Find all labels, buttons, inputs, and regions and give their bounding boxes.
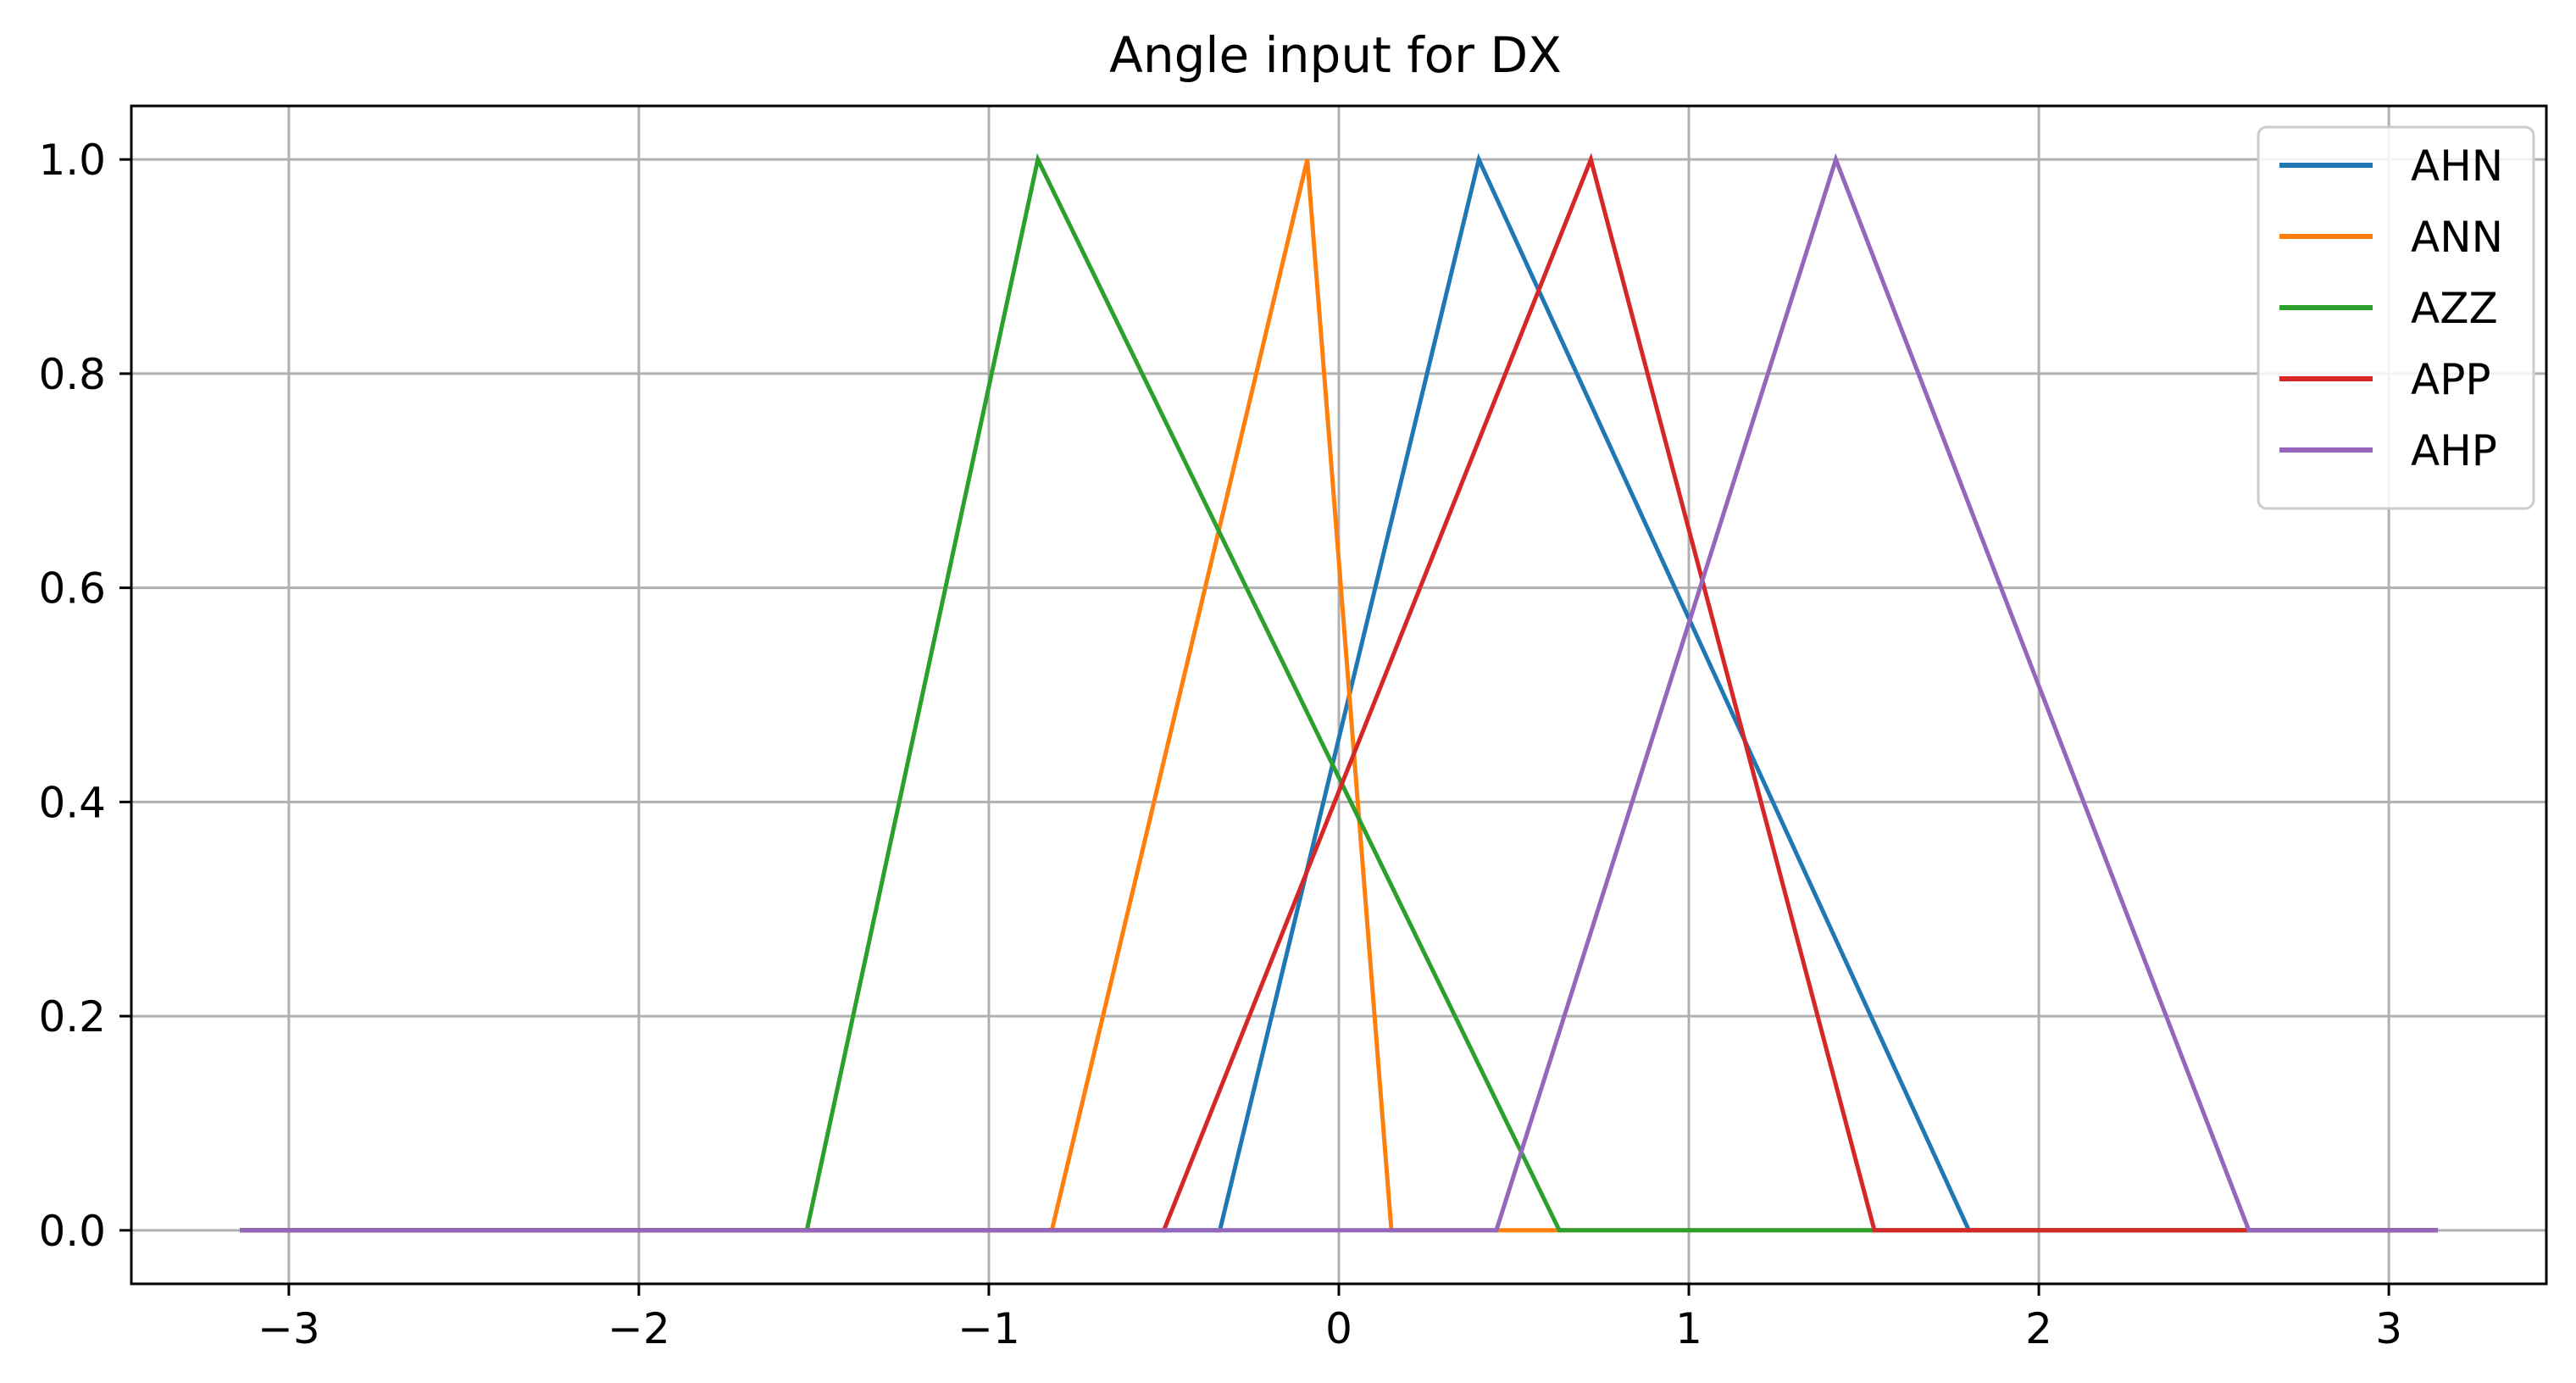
legend-label: APP bbox=[2411, 355, 2491, 404]
legend-label: AHP bbox=[2411, 426, 2497, 475]
plot-series bbox=[240, 153, 2438, 1233]
chart-title: Angle input for DX bbox=[1109, 26, 1562, 84]
axis-ticks: −3 −2 −1 0 1 2 3 0.0 0.2 0.4 0.6 0.8 1.0 bbox=[38, 136, 2402, 1353]
x-tick-label: 3 bbox=[2375, 1304, 2402, 1353]
y-tick-label: 0.8 bbox=[38, 350, 106, 399]
x-tick-label: −3 bbox=[258, 1304, 320, 1353]
x-tick-label: −1 bbox=[958, 1304, 1020, 1353]
legend-label: AZZ bbox=[2411, 284, 2498, 333]
series-line-ahp bbox=[240, 153, 2438, 1233]
x-tick-label: 2 bbox=[2025, 1304, 2052, 1353]
grid-lines bbox=[131, 106, 2546, 1284]
x-tick-label: −2 bbox=[608, 1304, 670, 1353]
x-tick-label: 0 bbox=[1325, 1304, 1352, 1353]
y-tick-label: 1.0 bbox=[38, 136, 106, 185]
y-tick-label: 0.2 bbox=[38, 992, 106, 1041]
x-tick-label: 1 bbox=[1675, 1304, 1702, 1353]
legend: AHN ANN AZZ APP AHP bbox=[2257, 125, 2535, 510]
y-tick-label: 0.0 bbox=[38, 1207, 106, 1256]
legend-label: ANN bbox=[2411, 213, 2503, 262]
legend-box bbox=[2257, 125, 2535, 510]
legend-label: AHN bbox=[2411, 142, 2503, 191]
y-tick-label: 0.4 bbox=[38, 778, 106, 827]
y-tick-label: 0.6 bbox=[38, 564, 106, 614]
